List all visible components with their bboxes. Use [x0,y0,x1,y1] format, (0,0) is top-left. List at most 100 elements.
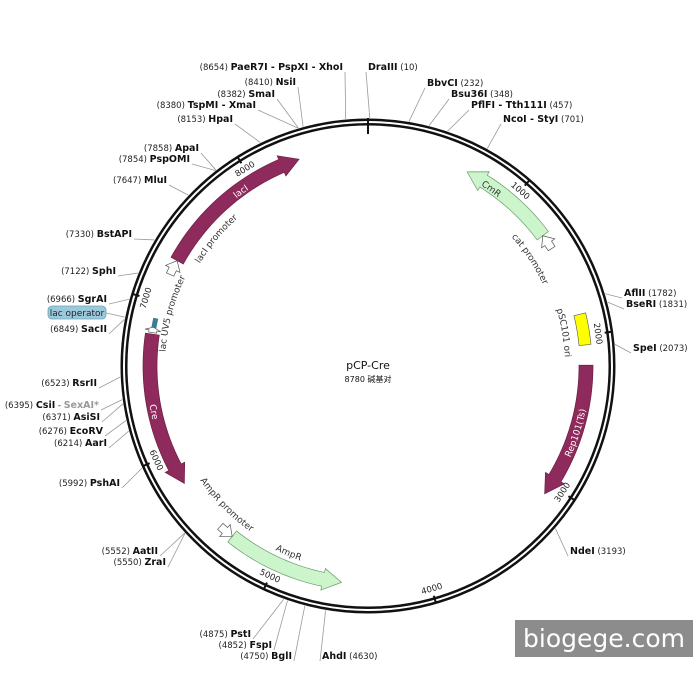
site-position: (3193) [597,547,625,557]
site-label[interactable]: BbvCI (232) [427,78,483,89]
site-label[interactable]: (7330) BstAPI [66,229,132,240]
feature-label-text: pSC101 ori [554,307,572,357]
site-label[interactable]: (4750) BglI [240,651,292,662]
site-label[interactable]: (8153) HpaI [177,114,233,125]
promoter-arrow [541,235,556,252]
site-label[interactable]: (8410) NsiI [245,77,296,88]
restriction-site[interactable]: (8654) PaeR7I - PspXI - XhoI [200,62,347,120]
site-position: (4750) [240,652,268,662]
site-leader-line [252,598,284,640]
site-label[interactable]: (7854) PspOMI [119,154,190,165]
site-position: (5992) [59,479,87,489]
restriction-site[interactable]: DraIII (10) [365,62,418,119]
restriction-site[interactable]: NcoI - StyI (701) [486,114,584,149]
feature-ampr-promoter[interactable]: AmpR promoter [198,476,255,537]
site-label[interactable]: (6371) AsiSI [42,412,100,423]
site-position: (1831) [659,300,687,310]
site-position: (5552) [102,547,130,557]
gene-arrow [142,332,186,485]
site-label[interactable]: (6849) SacII [50,324,107,335]
site-leader-line [555,528,569,557]
site-label[interactable]: NcoI - StyI (701) [503,114,584,125]
site-name: NsiI [276,77,296,88]
restriction-site[interactable]: (4852) FspI [219,600,288,651]
site-label[interactable]: (4875) PstI [200,629,252,640]
site-label[interactable]: (5992) PshAI [59,478,120,489]
site-label[interactable]: BseRI (1831) [626,299,687,310]
restriction-site[interactable]: (5552) AatII [102,532,186,557]
restriction-site[interactable]: (8410) NsiI [245,77,304,127]
site-label[interactable]: (7122) SphI [61,266,116,277]
restriction-site[interactable]: (7122) SphI [61,266,139,277]
restriction-site[interactable]: NdeI (3193) [555,528,626,557]
restriction-site[interactable]: AhdI (4630) [319,610,377,662]
restriction-site[interactable]: (7330) BstAPI [66,229,155,241]
restriction-site[interactable]: (6371) AsiSI [42,403,124,423]
restriction-site[interactable]: (6966) SgrAI [47,294,130,305]
site-label[interactable]: AflII (1782) [624,288,676,299]
site-name: BglI [271,651,292,662]
site-label[interactable]: (8382) SmaI [217,89,275,100]
feature-cat-promoter[interactable]: cat promoter [510,232,556,286]
feature-psc101-ori[interactable]: pSC101 ori [554,307,592,357]
restriction-site[interactable]: AflII (1782) [605,288,676,299]
site-label[interactable]: PflFI - Tth111I (457) [471,100,572,111]
restriction-site[interactable]: PflFI - Tth111I (457) [447,100,573,132]
tick-mark [604,330,613,334]
feature-label: lac UV5 promoter [158,274,188,352]
site-label[interactable]: AhdI (4630) [322,651,377,662]
site-label[interactable]: (6276) EcoRV [39,426,104,437]
lac-operator-label: lac operator [50,309,105,319]
tick-mark [567,495,576,502]
restriction-site[interactable]: Bsu36I (348) [428,89,513,126]
restriction-site[interactable]: (6214) AarI [54,430,129,449]
feature-cmr[interactable]: CmR [466,171,549,241]
site-leader-line [104,420,127,437]
restriction-site[interactable]: (5550) ZraI [114,533,186,568]
site-label[interactable]: Bsu36I (348) [451,89,513,100]
restriction-site[interactable]: (8382) SmaI [217,89,299,129]
site-label[interactable]: (6395) CsiI - SexAI* [5,400,99,411]
site-leader-line [297,86,304,127]
restriction-site[interactable]: (5992) PshAI [59,467,143,489]
lac-operator[interactable]: lac operator [47,305,159,329]
site-position: (701) [561,115,584,125]
feature-cre[interactable]: Cre [142,332,186,485]
restriction-site[interactable]: (7647) MluI [113,175,189,196]
restriction-site[interactable]: (7858) ApaI [144,143,217,171]
restriction-site[interactable]: (8380) TspMI - XmaI [157,100,299,129]
site-name: AhdI [322,651,346,662]
restriction-site[interactable]: (6849) SacII [50,319,125,335]
site-label[interactable]: (6214) AarI [54,438,107,449]
site-label[interactable]: (5550) ZraI [114,557,167,568]
site-leader-line [319,610,327,662]
site-label[interactable]: (5552) AatII [102,546,158,557]
restriction-site[interactable]: (7854) PspOMI [119,154,216,171]
restriction-site[interactable]: BseRI (1831) [607,299,688,310]
restriction-site[interactable]: (4750) BglI [240,605,306,662]
site-label[interactable]: (4852) FspI [219,640,272,651]
site-label[interactable]: (6523) RsrII [41,378,97,389]
site-name: HpaI [208,114,233,125]
site-name: FspI [250,640,272,651]
site-label[interactable]: (8654) PaeR7I - PspXI - XhoI [200,62,343,73]
site-label[interactable]: (7647) MluI [113,175,167,186]
feature-ampr[interactable]: AmpR [227,530,343,591]
restriction-site[interactable]: (4875) PstI [200,598,284,640]
restriction-site[interactable]: BbvCI (232) [408,78,483,122]
restriction-site[interactable]: (6523) RsrII [41,376,121,389]
restriction-site[interactable]: (6395) CsiI - SexAI* [5,399,123,411]
site-leader-line [257,109,299,129]
restriction-site[interactable]: (6276) EcoRV [39,420,127,437]
site-label[interactable]: NdeI (3193) [570,546,626,557]
site-label[interactable]: DraIII (10) [368,62,418,73]
restriction-site[interactable]: (8153) HpaI [177,114,261,143]
restriction-site[interactable]: SpeI (2073) [614,343,688,354]
site-label[interactable]: SpeI (2073) [633,343,688,354]
site-name: PshAI [90,478,120,489]
site-label[interactable]: (7858) ApaI [144,143,199,154]
site-label[interactable]: (8380) TspMI - XmaI [157,100,256,111]
site-leader-line [108,298,130,305]
site-name: AatII [133,546,158,557]
site-label[interactable]: (6966) SgrAI [47,294,107,305]
